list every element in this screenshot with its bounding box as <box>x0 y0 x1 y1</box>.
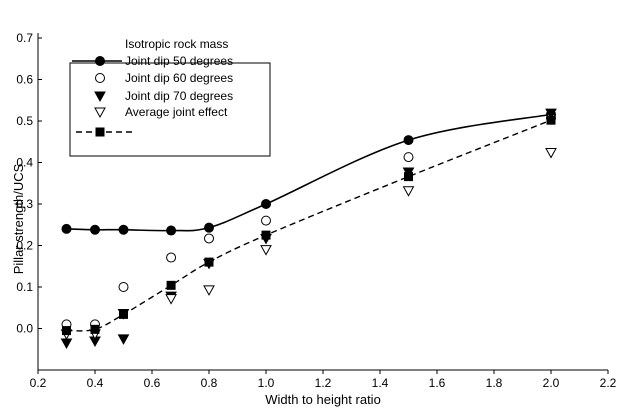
point-series-3 <box>60 338 73 350</box>
y-tick-label: 0.0 <box>16 322 33 336</box>
point-series-4 <box>545 148 557 159</box>
x-axis-ticks: 0.2 0.4 0.6 0.8 1.0 1.2 1.4 1.6 1.8 2.0 2.2 <box>30 370 617 390</box>
x-tick-label: 0.8 <box>201 376 218 390</box>
x-tick-label: 1.8 <box>486 376 503 390</box>
legend-label: Joint dip 70 degrees <box>125 89 233 103</box>
point-series-2 <box>118 282 129 292</box>
point-series-5 <box>90 324 100 334</box>
legend-label: Average joint effect <box>125 105 228 119</box>
legend-marker <box>94 91 106 103</box>
point-series-5 <box>546 115 556 125</box>
point-series-2 <box>166 252 177 263</box>
legend-marker <box>95 56 105 66</box>
point-series-3 <box>545 108 557 120</box>
y-tick-label: 0.3 <box>16 197 33 211</box>
point-series-0 <box>204 222 214 233</box>
legend: Isotropic rock mass Joint dip 50 degrees J… <box>69 37 271 157</box>
legend-marker <box>95 73 105 83</box>
x-tick-label: 0.2 <box>30 376 47 390</box>
point-series-5 <box>119 309 128 319</box>
y-tick-label: 0.1 <box>16 280 33 294</box>
point-series-0 <box>90 224 100 235</box>
point-series-5 <box>261 230 271 240</box>
point-series-0 <box>261 199 271 209</box>
legend-label: Joint dip 60 degrees <box>125 71 233 85</box>
point-series-5 <box>204 257 214 267</box>
y-tick-label: 0.4 <box>16 156 33 170</box>
y-tick-label: 0.5 <box>16 114 33 128</box>
y-tick-label: 0.7 <box>16 31 33 45</box>
legend-marker <box>94 107 106 119</box>
y-tick-label: 0.6 <box>16 73 33 87</box>
point-series-2 <box>204 233 214 244</box>
point-series-2 <box>261 215 271 226</box>
x-tick-label: 1.0 <box>258 376 275 390</box>
point-series-4 <box>260 245 272 256</box>
x-tick-label: 1.6 <box>429 376 446 390</box>
x-axis-title: Width to height ratio <box>265 392 381 407</box>
point-series-3 <box>117 334 130 345</box>
y-tick-label: 0.2 <box>16 239 33 253</box>
x-tick-label: 2.2 <box>600 376 617 390</box>
x-tick-label: 0.4 <box>87 376 104 390</box>
point-series-0 <box>118 224 129 235</box>
y-axis-ticks: 0.0 0.1 0.2 0.3 0.4 0.5 0.6 0.7 <box>16 31 42 336</box>
point-series-2 <box>403 152 414 163</box>
legend-marker <box>95 127 105 137</box>
x-tick-label: 2.0 <box>543 376 560 390</box>
point-series-0 <box>61 223 72 234</box>
legend-label: Isotropic rock mass <box>125 37 228 51</box>
data-points <box>60 108 557 350</box>
point-series-0 <box>403 135 414 146</box>
legend-label: Joint dip 50 degrees <box>125 54 233 68</box>
x-tick-label: 1.2 <box>315 376 332 390</box>
point-series-5 <box>404 172 413 182</box>
point-series-0 <box>166 225 177 236</box>
point-series-4 <box>203 285 215 296</box>
x-tick-label: 0.6 <box>144 376 161 390</box>
point-series-5 <box>166 280 176 290</box>
point-series-5 <box>62 326 71 336</box>
y-axis-title: Pillar strength/UCS <box>11 163 26 274</box>
point-series-4 <box>402 186 415 197</box>
x-tick-label: 1.4 <box>372 376 389 390</box>
point-series-4 <box>165 294 177 305</box>
